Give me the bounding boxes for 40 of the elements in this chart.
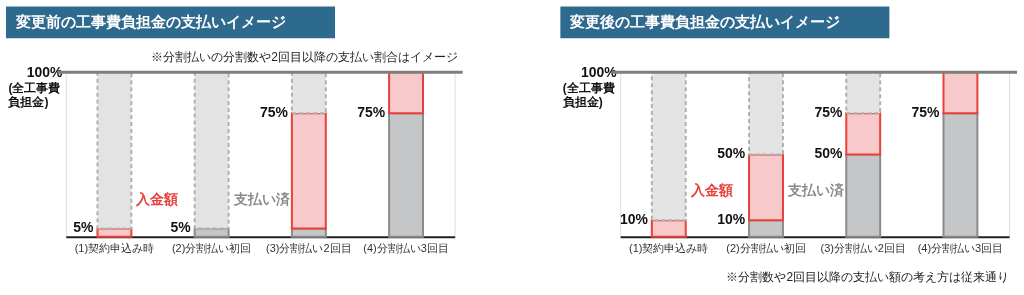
bar — [650, 71, 687, 222]
x-tick-label: (1)契約申込み時 — [74, 242, 155, 255]
annotation: 75% — [357, 104, 386, 121]
x-tick-label: (3)分割払い2回目 — [820, 242, 906, 255]
annotation: 75% — [814, 104, 843, 121]
bar — [650, 219, 687, 238]
bar — [748, 71, 784, 156]
annotation: 50% — [717, 145, 746, 162]
bar — [845, 71, 882, 115]
y-tick-label: 100% — [26, 63, 63, 80]
bar — [845, 153, 882, 238]
annotation: 75% — [911, 104, 941, 121]
x-tick-label: (4)分割払い3回目 — [363, 242, 449, 255]
annotation: 10% — [619, 211, 649, 228]
bar — [942, 71, 979, 115]
text: ※分割払いの分割数や2回目以降の支払い割合はイメージ — [151, 50, 459, 65]
y-axis-title: (全工事費負担金) — [562, 80, 615, 109]
text: ※分割数や2回目以降の支払い額の考え方は従来通り — [726, 269, 1010, 284]
x-tick-label: (3)分割払い2回目 — [266, 242, 352, 255]
annotation: 5% — [73, 219, 95, 236]
chart-title: 変更後の工事費負担金の支払いイメージ — [569, 13, 841, 31]
annotation: 75% — [260, 104, 289, 121]
y-tick-label: 100% — [581, 63, 618, 80]
x-tick-label: (2)分割払い初回 — [171, 242, 252, 255]
bar — [942, 112, 979, 238]
annotation: 5% — [170, 219, 192, 236]
series-label: 入金額 — [689, 182, 733, 199]
x-tick-label: (4)分割払い3回目 — [917, 242, 1004, 255]
annotation: 50% — [814, 145, 843, 162]
bar — [748, 219, 784, 238]
x-tick-label: (1)契約申込み時 — [629, 242, 709, 255]
chart-title: 変更前の工事費負担金の支払いイメージ — [14, 13, 286, 31]
series-label: 入金額 — [135, 190, 179, 207]
x-tick-label: (2)分割払い初回 — [726, 242, 806, 255]
bar — [845, 112, 882, 156]
annotation: 10% — [717, 211, 746, 228]
y-axis-title: (全工事費負担金) — [8, 80, 61, 109]
series-label: 支払い済 — [232, 190, 291, 207]
series-label: 支払い済 — [786, 182, 845, 199]
bar — [748, 153, 784, 222]
